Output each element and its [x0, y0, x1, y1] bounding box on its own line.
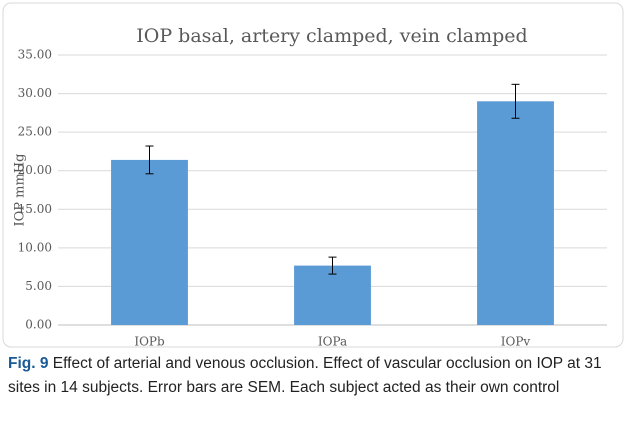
bar: [294, 265, 371, 325]
y-tick-label: 30.00: [18, 86, 52, 100]
chart-title: IOP basal, artery clamped, vein clamped: [136, 25, 527, 47]
x-tick-label: IOPv: [501, 335, 531, 349]
y-tick-label: 25.00: [18, 125, 52, 139]
error-bar: [328, 256, 337, 275]
y-tick-label: 35.00: [18, 48, 52, 62]
caption-label: Fig. 9: [8, 355, 49, 372]
y-tick-label: 0.00: [25, 318, 52, 332]
x-tick-label: IOPb: [134, 335, 165, 349]
x-tick-label: IOPa: [318, 335, 347, 349]
chart: IOP basal, artery clamped, vein clamped …: [2, 2, 624, 349]
y-tick-label: 10.00: [18, 240, 52, 254]
error-bar: [145, 145, 154, 175]
bar: [477, 101, 554, 326]
error-bar: [511, 83, 520, 119]
y-tick-label: 5.00: [25, 279, 52, 293]
bar: [111, 159, 188, 325]
y-tick-label: 15.00: [18, 202, 52, 216]
caption: Fig. 9 Effect of arterial and venous occ…: [8, 352, 613, 400]
y-tick-label: 20.00: [18, 163, 52, 177]
caption-text: Effect of arterial and venous occlusion.…: [8, 355, 602, 396]
y-axis-label: IOP mmHg: [13, 154, 28, 227]
